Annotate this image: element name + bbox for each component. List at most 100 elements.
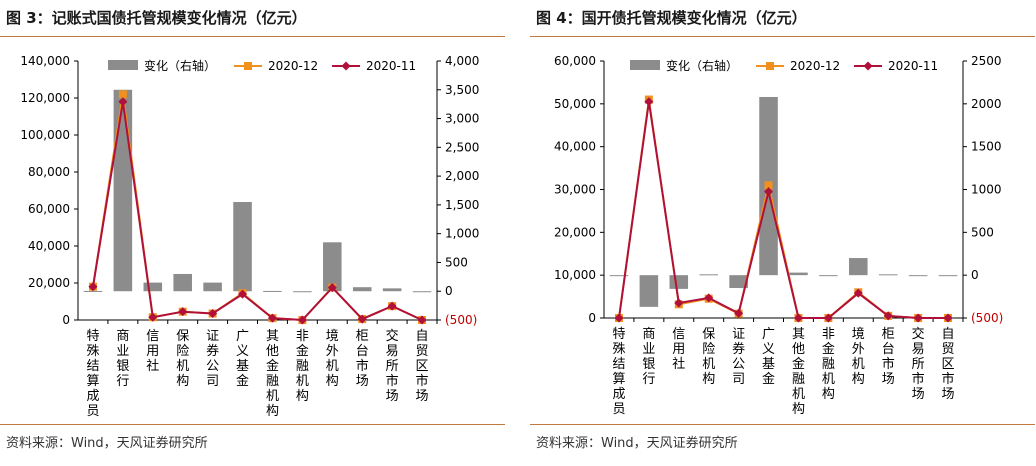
series-point-2020-11: [943, 313, 953, 323]
right-tick-label: (500): [445, 313, 477, 327]
series-point-2020-11: [88, 282, 98, 292]
x-tick-label: 商业银行: [642, 327, 655, 387]
legend-swatch-bar: [108, 60, 138, 70]
series-point-2020-11: [674, 298, 684, 308]
x-tick-label: 交易所市场: [386, 328, 399, 404]
legend-label: 变化（右轴）: [144, 58, 216, 73]
x-tick-label: 境外机构: [326, 329, 339, 389]
x-tick-label: 交易所市场: [912, 326, 925, 402]
bar-change: [938, 275, 958, 277]
series-point-2020-11: [614, 313, 624, 323]
bar-change: [293, 291, 312, 293]
right-tick-label: 1,000: [445, 227, 479, 241]
series-line-2020-12: [618, 99, 948, 319]
series-point-2020-11: [297, 315, 307, 325]
bar-change: [878, 274, 898, 276]
x-tick-label: 柜台市场: [356, 329, 369, 389]
series-point-2020-11: [357, 314, 367, 324]
bar-change: [849, 258, 868, 276]
left-tick-label: 10,000: [554, 268, 596, 282]
series-point-2020-11: [327, 283, 337, 293]
bar-change: [143, 282, 163, 292]
x-tick-label: 非金融机构: [822, 327, 835, 402]
left-tick-label: 0: [62, 313, 70, 327]
right-tick-label: 3,000: [445, 112, 479, 126]
series-point-2020-11: [118, 97, 128, 107]
right-tick-label: 1500: [971, 140, 1002, 154]
legend-swatch-marker: [341, 61, 351, 71]
x-tick-label: 保险机构: [176, 329, 189, 389]
x-tick-label: 非金融机构: [296, 329, 309, 404]
bar-change: [412, 291, 432, 293]
series-point-2020-11: [883, 311, 893, 321]
x-tick-label: 广义基金: [762, 327, 775, 387]
left-tick-label: 40,000: [28, 239, 70, 253]
x-tick-label: 特殊结算成员: [612, 327, 625, 417]
x-tick-label: 证券公司: [732, 327, 745, 387]
bar-change: [173, 273, 192, 292]
bar-change: [263, 290, 282, 292]
legend-label: 2020-11: [366, 59, 416, 73]
bar-change: [669, 275, 689, 289]
left-tick-label: 30,000: [554, 183, 596, 197]
source-note: 资料来源：Wind，天风证券研究所: [6, 436, 208, 451]
series-point-2020-11: [387, 301, 397, 311]
right-tick-label: 0: [971, 268, 979, 282]
x-tick-label: 广义基金: [236, 329, 249, 389]
left-tick-label: 50,000: [554, 97, 596, 111]
series-point-2020-11: [704, 293, 714, 303]
left-tick-label: 140,000: [20, 54, 70, 68]
source-divider: [0, 424, 505, 425]
bar-change: [83, 290, 103, 292]
legend-swatch-marker: [766, 62, 774, 70]
series-point-2020-11: [178, 307, 188, 317]
right-tick-label: 500: [445, 255, 468, 269]
left-tick-label: 120,000: [20, 91, 70, 105]
x-tick-label: 信用社: [146, 329, 159, 374]
source-divider: [530, 424, 1035, 425]
left-tick-label: 100,000: [20, 128, 70, 142]
series-point-2020-11: [148, 312, 158, 322]
bar-change: [203, 282, 222, 292]
left-tick-label: 20,000: [28, 276, 70, 290]
chart-cdb: 0 10,000 20,000 30,000 40,000 50,000 60,000 (50…: [554, 54, 1003, 417]
series-point-2020-12: [118, 90, 127, 99]
chart-panel-treasury: 图 3：记账式国债托管规模变化情况（亿元） 0 20,000 40,000 60,00…: [0, 0, 505, 466]
title-divider: [530, 36, 1035, 37]
bar-change: [819, 275, 838, 277]
right-tick-label: (500): [971, 311, 1003, 325]
figure-title: 图 4：国开债托管规模变化情况（亿元）: [536, 9, 807, 27]
x-tick-label: 其他金融机构: [266, 329, 279, 419]
source-note: 资料来源：Wind，天风证券研究所: [536, 436, 738, 451]
x-tick-label: 境外机构: [852, 327, 865, 387]
legend-label: 变化（右轴）: [666, 58, 738, 73]
legend-label: 2020-12: [268, 59, 318, 73]
bar-change: [789, 272, 808, 276]
bar-change: [233, 202, 252, 292]
x-tick-label: 柜台市场: [882, 327, 895, 387]
bar-change: [729, 275, 748, 289]
series-point-2020-11: [793, 313, 803, 323]
bar-change: [639, 275, 659, 307]
series-point-2020-11: [417, 315, 427, 325]
right-tick-label: 4,000: [445, 54, 479, 68]
right-tick-label: 3,500: [445, 83, 479, 97]
figure-title: 图 3：记账式国债托管规模变化情况（亿元）: [6, 9, 307, 27]
bar-change: [113, 89, 133, 292]
x-tick-label: 信用社: [672, 327, 685, 372]
x-tick-label: 特殊结算成员: [86, 329, 99, 419]
legend-swatch-marker: [863, 61, 873, 71]
series-point-2020-11: [208, 309, 218, 319]
bar-change: [382, 288, 402, 292]
left-tick-label: 80,000: [28, 165, 70, 179]
series-line-2020-12: [92, 94, 423, 322]
title-divider: [0, 36, 505, 37]
chart-treasury: 0 20,000 40,000 60,000 80,000 100,000 120,000 1…: [20, 54, 479, 419]
bar-change: [609, 275, 629, 277]
series-point-2020-11: [823, 313, 833, 323]
legend-label: 2020-11: [888, 59, 938, 73]
bar-change: [352, 287, 372, 292]
left-tick-label: 60,000: [28, 202, 70, 216]
left-tick-label: 0: [588, 311, 596, 325]
series-point-2020-11: [644, 97, 654, 107]
